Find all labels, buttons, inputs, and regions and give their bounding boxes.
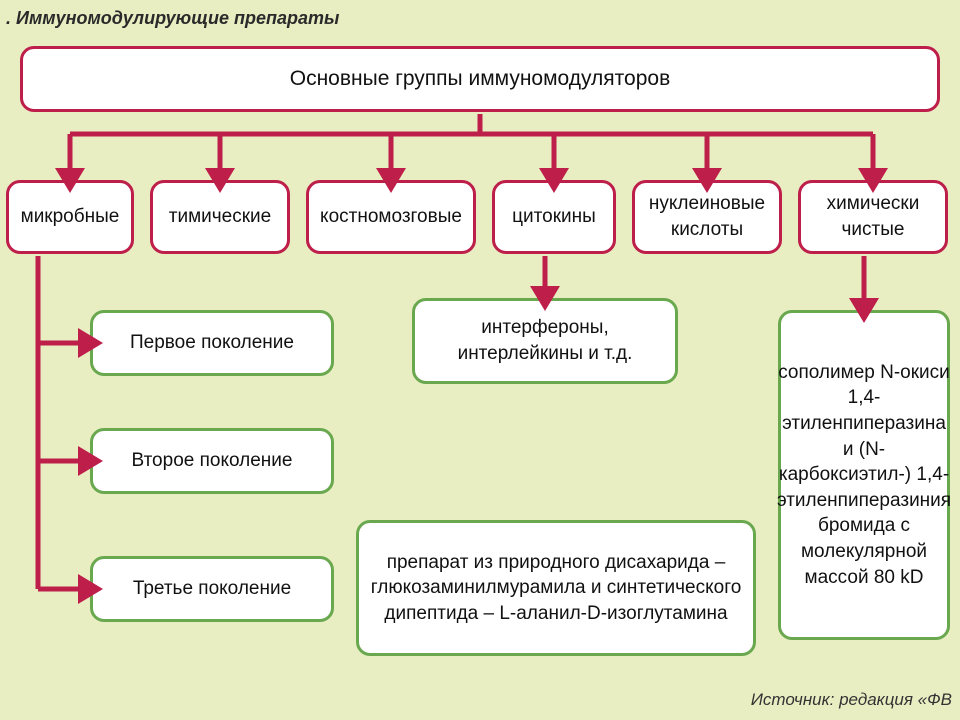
category-cytokines: цитокины: [492, 180, 616, 254]
page-title: . Иммуномодулирующие препараты: [6, 8, 339, 29]
root-box: Основные группы иммуномодуляторов: [20, 46, 940, 112]
detail-cytokines: интерфероны, интерлейкины и т.д.: [412, 298, 678, 384]
generation-1: Первое поколение: [90, 310, 334, 376]
detail-generation-3: препарат из природного дисахарида – глюк…: [356, 520, 756, 656]
generation-2: Второе поколение: [90, 428, 334, 494]
source-label: Источник: редакция «ФВ: [751, 690, 952, 710]
generation-3: Третье поколение: [90, 556, 334, 622]
detail-chemical: сополимер N-окиси 1,4-этиленпиперазина и…: [778, 310, 950, 640]
category-microbial: микробные: [6, 180, 134, 254]
category-nucleic: нуклеиновые кислоты: [632, 180, 782, 254]
category-chemical: химически чистые: [798, 180, 948, 254]
category-thymic: тимические: [150, 180, 290, 254]
category-bonemarrow: костномозговые: [306, 180, 476, 254]
